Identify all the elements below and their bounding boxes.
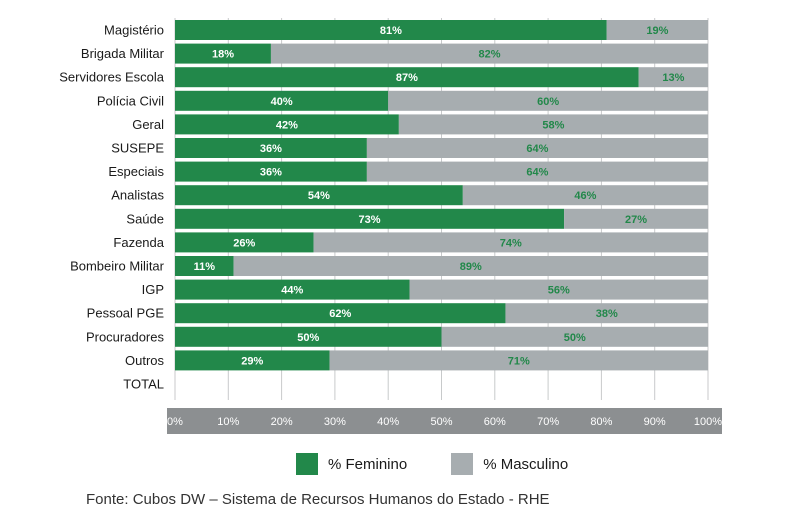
data-label: 40% bbox=[271, 96, 293, 108]
bar-feminino bbox=[175, 350, 330, 371]
data-label: 29% bbox=[241, 355, 263, 367]
legend-label-feminino: % Feminino bbox=[328, 455, 408, 473]
x-tick-label: 90% bbox=[644, 416, 666, 428]
bar-masculino bbox=[388, 90, 708, 111]
bar-feminino bbox=[175, 90, 389, 111]
legend: % Feminino % Masculino bbox=[296, 450, 568, 478]
bar-feminino bbox=[175, 303, 506, 324]
bar-masculino bbox=[564, 208, 708, 229]
data-label: 36% bbox=[260, 167, 282, 179]
category-label: Analistas bbox=[111, 188, 164, 203]
bar-feminino bbox=[175, 279, 410, 300]
category-label: Fazenda bbox=[113, 235, 164, 250]
legend-item-feminino: % Feminino bbox=[296, 453, 407, 475]
data-label: 58% bbox=[542, 119, 564, 131]
x-tick-label: 0% bbox=[167, 416, 183, 428]
bar-feminino bbox=[175, 256, 234, 276]
category-label: Brigada Militar bbox=[81, 46, 165, 61]
bar-masculino bbox=[606, 20, 708, 40]
category-label: Polícia Civil bbox=[97, 93, 164, 108]
legend-swatch-masculino bbox=[451, 453, 474, 475]
category-label: TOTAL bbox=[123, 377, 164, 392]
data-label: 60% bbox=[537, 96, 559, 108]
bar-feminino bbox=[175, 208, 565, 229]
data-label: 42% bbox=[276, 119, 298, 131]
data-label: 44% bbox=[281, 285, 303, 297]
bar-masculino bbox=[505, 303, 708, 324]
data-label: 56% bbox=[548, 285, 570, 297]
x-tick-label: 40% bbox=[377, 416, 399, 428]
category-label: IGP bbox=[142, 282, 164, 297]
bar-masculino bbox=[366, 161, 708, 182]
legend-swatch-feminino bbox=[296, 453, 318, 475]
data-label: 26% bbox=[233, 237, 255, 249]
x-tick-label: 10% bbox=[217, 416, 239, 428]
data-label: 71% bbox=[508, 355, 530, 367]
legend-label-masculino: % Masculino bbox=[483, 455, 569, 473]
bar-feminino bbox=[175, 185, 463, 206]
x-tick-label: 50% bbox=[430, 416, 452, 428]
data-label: 73% bbox=[359, 214, 381, 226]
data-label: 81% bbox=[380, 25, 402, 37]
x-tick-label: 80% bbox=[590, 416, 612, 428]
data-label: 54% bbox=[308, 190, 330, 202]
stacked-bar-chart: Magistério 81% 19% Brigada Militar 18% 82% Ser… bbox=[59, 18, 722, 434]
x-tick-label: 100% bbox=[694, 416, 722, 428]
data-label: 87% bbox=[396, 72, 418, 84]
bar-feminino bbox=[175, 326, 442, 347]
bar-masculino bbox=[398, 114, 708, 135]
bar-masculino bbox=[329, 350, 708, 371]
data-label: 62% bbox=[329, 308, 351, 320]
bar-feminino bbox=[175, 43, 271, 64]
category-label: Outros bbox=[125, 353, 165, 368]
data-label: 38% bbox=[596, 308, 618, 320]
data-label: 64% bbox=[526, 143, 548, 155]
bar-feminino bbox=[175, 138, 367, 158]
data-label: 11% bbox=[194, 261, 216, 273]
bar-masculino bbox=[313, 232, 708, 253]
data-label: 89% bbox=[460, 261, 482, 273]
bar-masculino bbox=[462, 185, 708, 206]
data-label: 19% bbox=[646, 25, 668, 37]
data-label: 82% bbox=[478, 49, 500, 61]
x-tick-label: 30% bbox=[324, 416, 346, 428]
category-label: Pessoal PGE bbox=[87, 306, 165, 321]
x-axis-band bbox=[167, 408, 722, 434]
bar-masculino bbox=[441, 326, 708, 347]
category-label: Bombeiro Militar bbox=[70, 259, 165, 274]
bar-masculino bbox=[270, 43, 708, 64]
data-label: 50% bbox=[564, 332, 586, 344]
bar-masculino bbox=[409, 279, 708, 300]
category-label: Especiais bbox=[108, 164, 164, 179]
bar-feminino bbox=[175, 232, 314, 253]
bar-feminino bbox=[175, 161, 367, 182]
data-label: 36% bbox=[260, 143, 282, 155]
bar-feminino bbox=[175, 114, 399, 135]
bar-masculino bbox=[366, 138, 708, 158]
data-label: 50% bbox=[297, 332, 319, 344]
bar-masculino bbox=[233, 256, 708, 276]
data-label: 27% bbox=[625, 214, 647, 226]
data-label: 18% bbox=[212, 49, 234, 61]
source-note: Fonte: Cubos DW – Sistema de Recursos Hu… bbox=[86, 491, 550, 508]
chart: Magistério 81% 19% Brigada Militar 18% 82% Ser… bbox=[59, 18, 722, 434]
data-label: 64% bbox=[526, 167, 548, 179]
legend-item-masculino: % Masculino bbox=[451, 453, 568, 475]
data-label: 74% bbox=[500, 237, 522, 249]
data-label: 13% bbox=[662, 72, 684, 84]
x-tick-label: 70% bbox=[537, 416, 559, 428]
bar-feminino bbox=[175, 20, 607, 40]
x-tick-label: 20% bbox=[271, 416, 293, 428]
bar-feminino bbox=[175, 67, 639, 88]
data-label: 46% bbox=[574, 190, 596, 202]
bar-masculino bbox=[638, 67, 708, 88]
category-label: Servidores Escola bbox=[59, 70, 165, 85]
category-label: Geral bbox=[132, 117, 164, 132]
category-label: SUSEPE bbox=[111, 141, 164, 156]
category-label: Magistério bbox=[104, 23, 164, 38]
x-tick-label: 60% bbox=[484, 416, 506, 428]
category-label: Saúde bbox=[126, 211, 164, 226]
category-label: Procuradores bbox=[86, 329, 165, 344]
